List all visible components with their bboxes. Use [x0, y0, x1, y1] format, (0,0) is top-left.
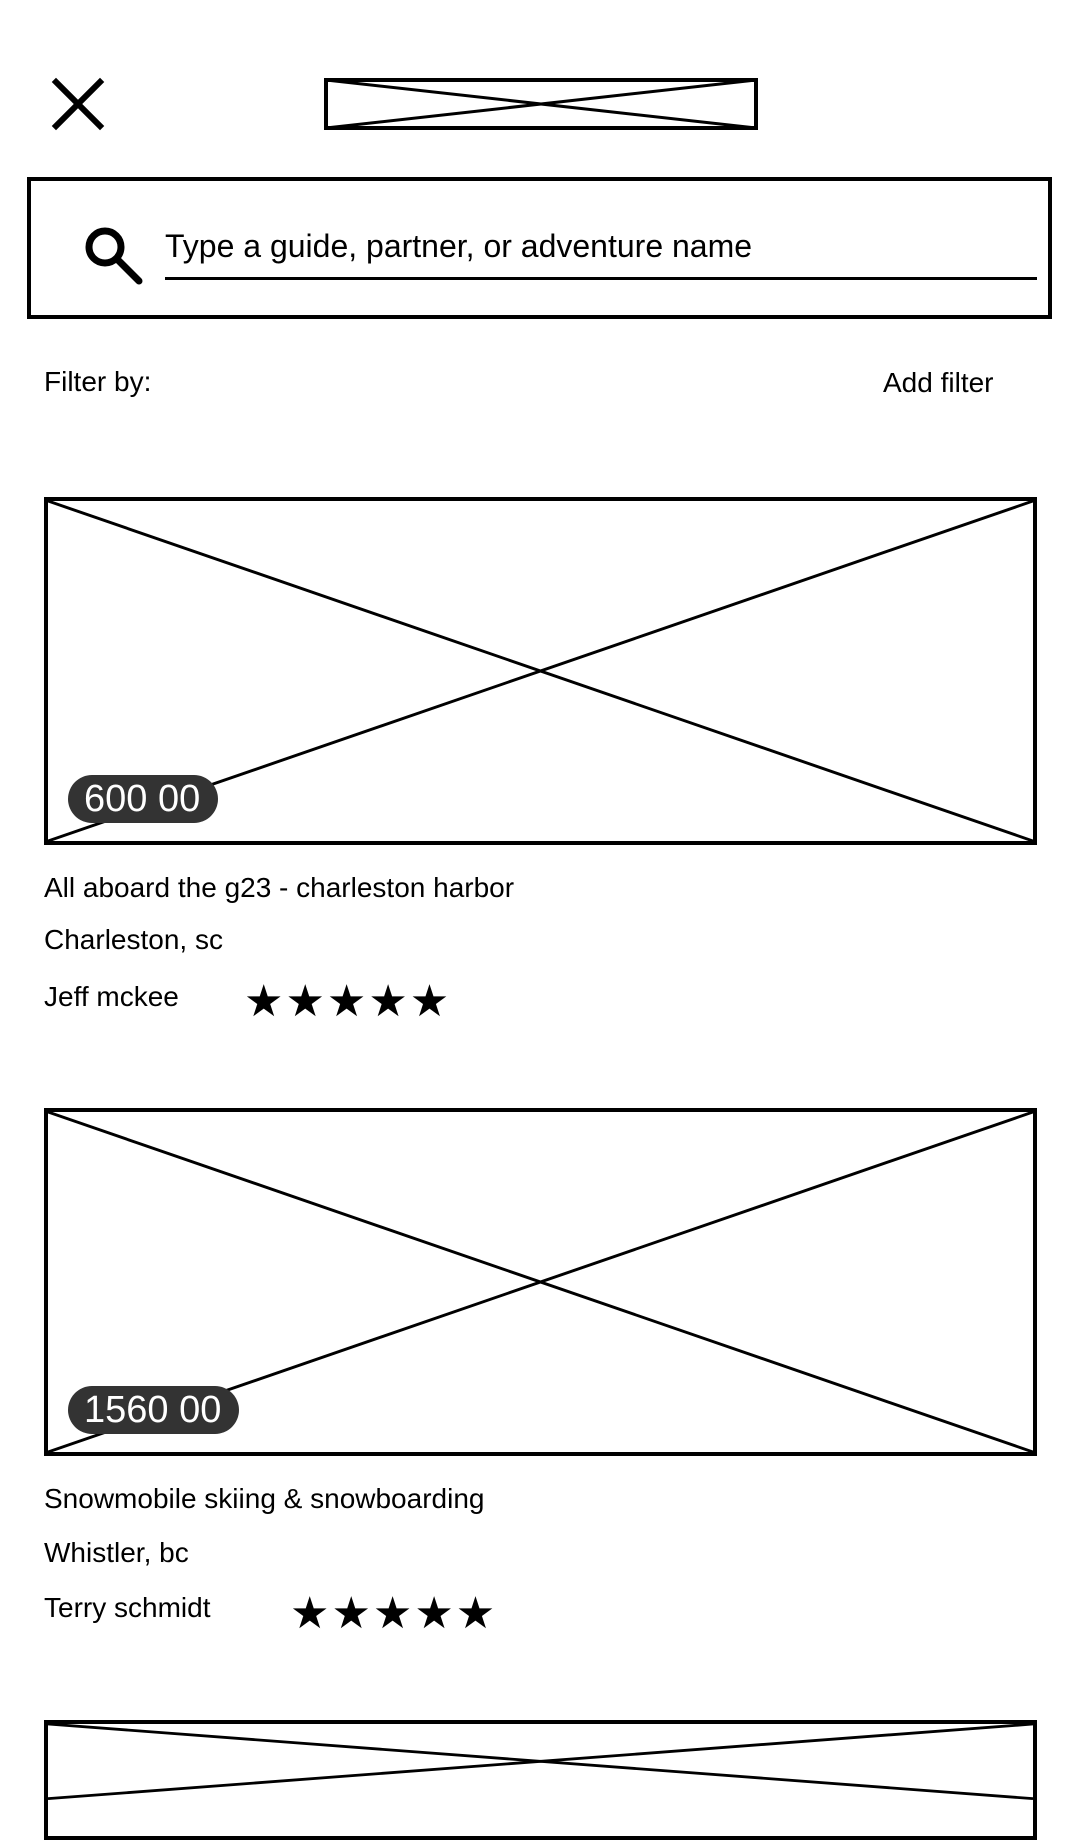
close-icon [51, 77, 105, 131]
price-badge: 1560 00 [68, 1386, 240, 1434]
close-button[interactable] [50, 76, 106, 132]
add-filter-button[interactable]: Add filter [883, 367, 994, 398]
listing-image[interactable]: 600 00 [44, 497, 1037, 845]
search-icon [81, 223, 145, 287]
search-input[interactable] [165, 221, 1037, 280]
listing-title[interactable]: All aboard the g23 - charleston harbor [44, 872, 515, 903]
listing-image[interactable]: 1560 00 [44, 1108, 1037, 1456]
listing-location: Whistler, bc [44, 1537, 189, 1568]
price-badge: 600 00 [68, 775, 219, 823]
listing-location: Charleston, sc [44, 924, 223, 955]
listing-guide[interactable]: Terry schmidt [44, 1592, 211, 1623]
logo-placeholder [324, 78, 758, 130]
listing-image[interactable] [44, 1720, 1037, 1840]
listing-title[interactable]: Snowmobile skiing & snowboarding [44, 1483, 485, 1514]
rating-stars: ★★★★★ [244, 977, 452, 1026]
listing-guide[interactable]: Jeff mckee [44, 981, 179, 1012]
filter-label: Filter by: [44, 366, 152, 397]
search-box [27, 177, 1052, 319]
rating-stars: ★★★★★ [290, 1589, 498, 1638]
